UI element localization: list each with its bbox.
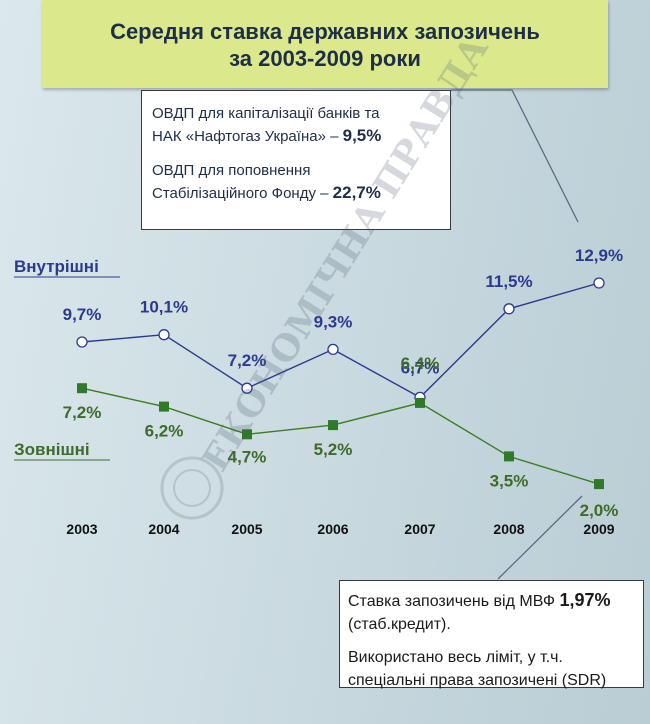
note-text: Ставка запозичень від МВФ: [348, 593, 556, 610]
data-label: 5,2%: [314, 440, 353, 459]
imf-note: Ставка запозичень від МВФ 1,97% (стаб.кр…: [339, 580, 644, 689]
note-text: ОВДП для капіталізації банків та: [152, 105, 380, 122]
callout-leader-bottom: [497, 495, 583, 580]
note-line: Ставка запозичень від МВФ 1,97%: [348, 589, 635, 613]
series-label-domestic: Внутрішні: [14, 257, 99, 276]
x-tick-label: 2006: [317, 521, 348, 537]
data-label: 7,2%: [228, 351, 267, 370]
x-tick-label: 2004: [148, 521, 179, 537]
note-text: (стаб.кредит).: [348, 616, 451, 633]
chart-title-banner: Середня ставка державних запозичень за 2…: [42, 0, 608, 88]
note-value: 9,5%: [342, 126, 382, 145]
data-label: 4,7%: [228, 447, 267, 466]
data-label: 9,7%: [63, 305, 102, 324]
imf-rate-note: Ставка запозичень від МВФ 1,97% (стаб.кр…: [348, 589, 635, 636]
callout-leader-top: [451, 89, 579, 223]
bonds-note: ОВДП для капіталізації банків та НАК «На…: [141, 90, 451, 230]
chart-title: Середня ставка державних запозичень: [110, 19, 540, 44]
data-label: 6,2%: [145, 422, 184, 441]
data-point: [594, 479, 604, 490]
data-label: 6,4%: [401, 354, 440, 373]
x-axis-ticks: 2003 2004 2005 2006 2007 2008 2009: [66, 521, 614, 537]
stabfund-bonds-note: ОВДП для поповнення Стабілізаційного Фон…: [152, 160, 440, 205]
note-text: Стабілізаційного Фонду –: [152, 185, 329, 202]
data-labels: 9,7% 10,1% 7,2% 9,3% 6,7% 11,5% 12,9% 7,2% 6,2% 4…: [63, 246, 623, 520]
chart-subtitle: за 2003-2009 роки: [229, 46, 421, 71]
note-text: Використано весь ліміт, у т.ч.: [348, 649, 563, 666]
data-point: [504, 451, 514, 462]
bank-bonds-note: ОВДП для капіталізації банків та НАК «На…: [152, 103, 440, 148]
data-label: 6,7%: [401, 358, 440, 377]
note-value: 1,97%: [559, 590, 611, 610]
x-tick-label: 2007: [404, 521, 435, 537]
data-point: [593, 277, 605, 289]
data-label: 2,0%: [580, 501, 619, 520]
data-point: [327, 343, 339, 356]
imf-limit-note: Використано весь ліміт, у т.ч. спеціальн…: [348, 646, 635, 692]
data-label: 3,5%: [490, 471, 529, 490]
x-tick-label: 2009: [583, 521, 614, 537]
note-line: НАК «Нафтогаз Україна» – 9,5%: [152, 125, 440, 148]
data-point: [77, 383, 87, 394]
data-point: [159, 401, 169, 412]
series-markers: [76, 277, 605, 490]
data-point: [158, 329, 170, 341]
data-label: 9,3%: [314, 312, 353, 331]
note-text: спеціальні права запозичені (SDR): [348, 672, 607, 689]
note-text: НАК «Нафтогаз Україна» –: [152, 128, 339, 145]
data-label: 12,9%: [575, 246, 623, 265]
series-label-external: Зовнішні: [14, 440, 90, 459]
note-value: 22,7%: [332, 183, 381, 202]
data-point: [241, 382, 253, 394]
data-point: [503, 303, 515, 315]
data-point: [242, 429, 252, 440]
data-point: [328, 420, 338, 431]
data-label: 10,1%: [140, 298, 188, 317]
note-line: Стабілізаційного Фонду – 22,7%: [152, 182, 440, 205]
data-point: [415, 397, 425, 408]
data-label: 11,5%: [485, 272, 532, 291]
data-label: 7,2%: [63, 403, 102, 422]
x-tick-label: 2008: [493, 521, 524, 537]
x-tick-label: 2003: [66, 521, 97, 537]
data-point: [76, 336, 88, 348]
x-tick-label: 2005: [231, 521, 262, 537]
note-text: ОВДП для поповнення: [152, 162, 311, 179]
